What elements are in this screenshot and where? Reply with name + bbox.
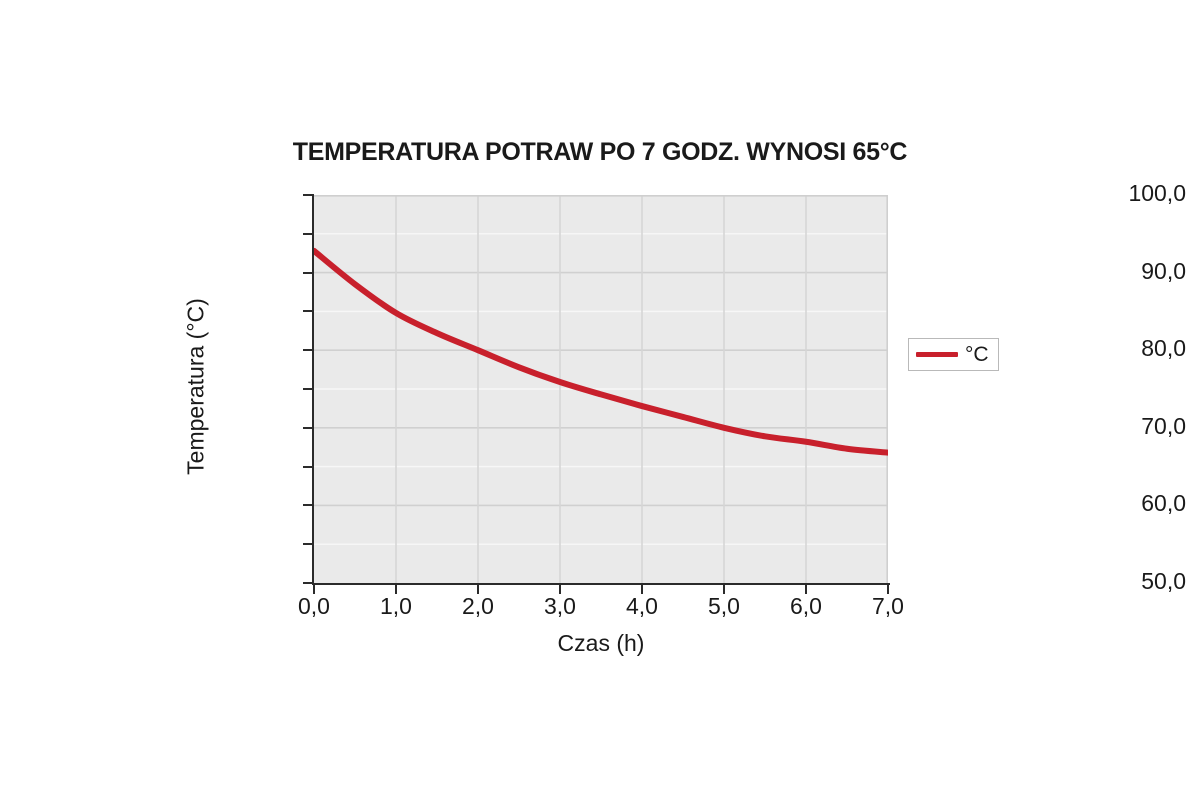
x-axis-tick-label: 7,0 <box>843 593 933 620</box>
y-axis-title: Temperatura (°C) <box>183 187 210 587</box>
y-axis-tick <box>303 233 313 235</box>
y-axis-tick <box>303 504 313 506</box>
legend-swatch-celsius <box>916 352 958 357</box>
x-axis-tick-label: 4,0 <box>597 593 687 620</box>
y-axis-tick <box>303 310 313 312</box>
x-axis-tick-label: 0,0 <box>269 593 359 620</box>
plot-area <box>314 195 888 583</box>
x-axis-title: Czas (h) <box>314 630 888 657</box>
x-axis-tick-label: 3,0 <box>515 593 605 620</box>
y-axis-tick <box>303 427 313 429</box>
legend[interactable]: °C <box>908 338 999 371</box>
y-axis-tick <box>303 466 313 468</box>
y-axis-tick <box>303 582 313 584</box>
series-line-celsius <box>314 195 888 583</box>
y-axis-tick-label: 90,0 <box>900 258 1200 285</box>
x-axis-tick-label: 1,0 <box>351 593 441 620</box>
x-axis-tick-label: 5,0 <box>679 593 769 620</box>
y-axis-tick-label: 70,0 <box>900 413 1200 440</box>
y-axis-tick <box>303 543 313 545</box>
y-axis-tick <box>303 272 313 274</box>
chart-title: TEMPERATURA POTRAW PO 7 GODZ. WYNOSI 65°… <box>0 138 1200 167</box>
y-axis-tick-label: 100,0 <box>900 180 1200 207</box>
y-axis-tick <box>303 349 313 351</box>
y-axis-tick <box>303 194 313 196</box>
y-axis-tick-label: 60,0 <box>900 490 1200 517</box>
y-axis-tick-label: 50,0 <box>900 568 1200 595</box>
chart-figure: TEMPERATURA POTRAW PO 7 GODZ. WYNOSI 65°… <box>0 0 1200 800</box>
x-axis-line <box>312 583 890 585</box>
legend-label-celsius: °C <box>965 344 989 365</box>
x-axis-tick-label: 6,0 <box>761 593 851 620</box>
x-axis-tick-label: 2,0 <box>433 593 523 620</box>
y-axis-tick <box>303 388 313 390</box>
